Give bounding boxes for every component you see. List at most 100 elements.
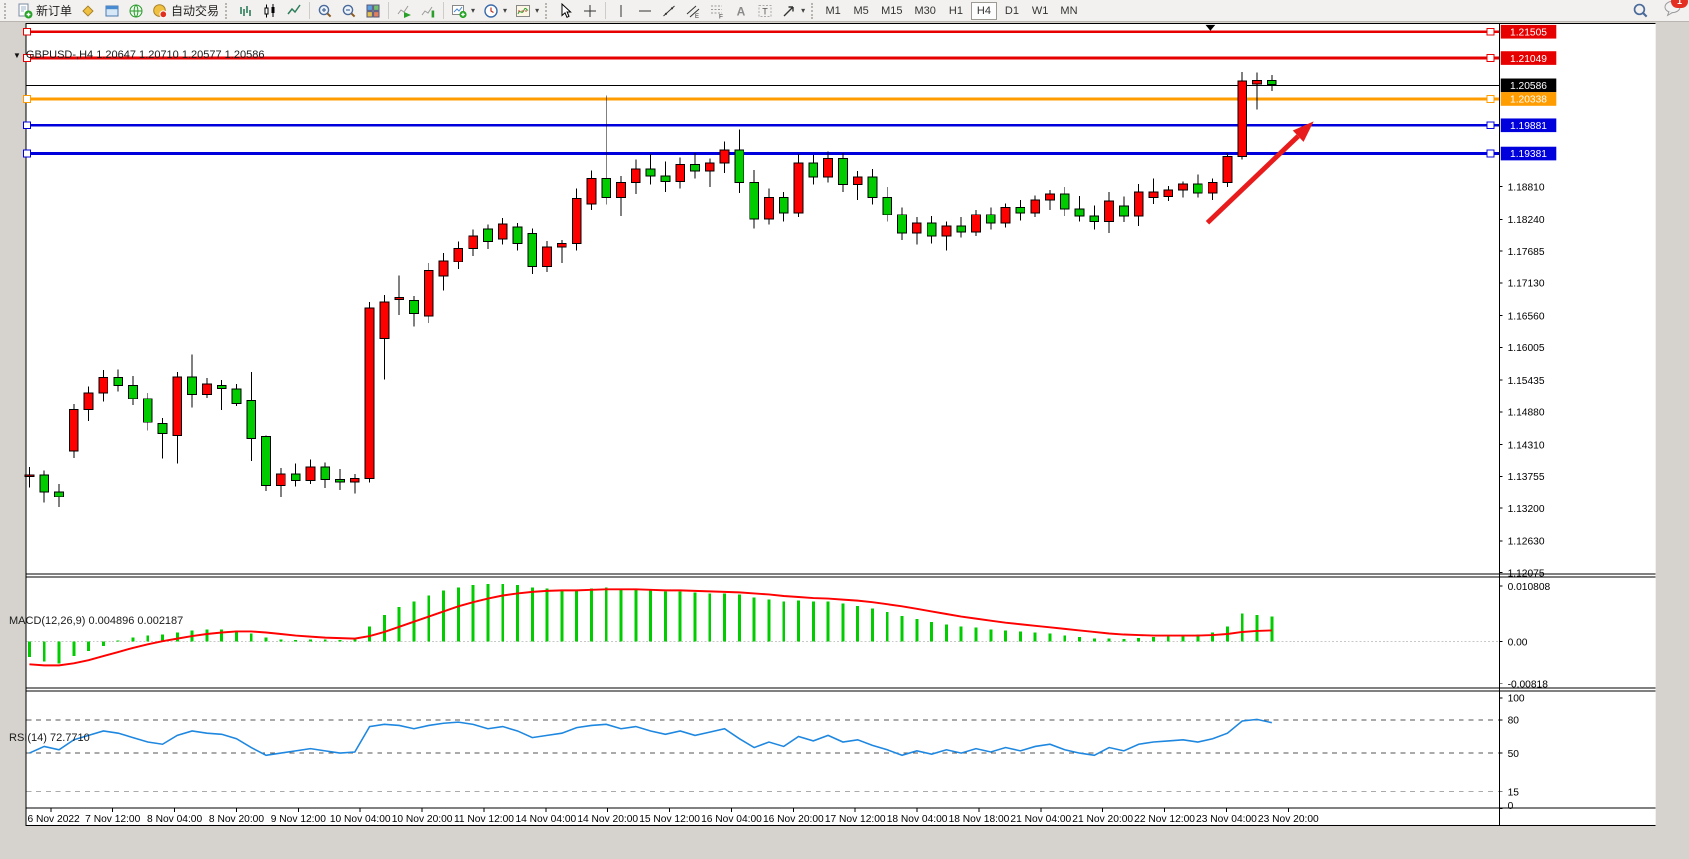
time-tick-label: 16 Nov 20:00 [763, 814, 824, 825]
toolbar-grip[interactable] [811, 2, 816, 19]
navigator-button[interactable] [124, 1, 148, 21]
candle-body [512, 226, 523, 244]
price-tick-label: 1.14310 [1508, 440, 1545, 451]
candle-body [379, 301, 390, 340]
candle-body [719, 149, 730, 164]
price-tag-label: 1.21505 [1510, 27, 1547, 38]
timeframe-mn-button[interactable]: MN [1055, 2, 1082, 20]
macd-tick-label: 0.010808 [1508, 582, 1551, 593]
zoom-in-button[interactable] [313, 1, 337, 21]
time-tick-label: 23 Nov 04:00 [1196, 814, 1257, 825]
candle-body [704, 162, 715, 172]
timeframe-m15-button[interactable]: M15 [876, 2, 907, 20]
timeframe-m1-button[interactable]: M1 [820, 2, 846, 20]
line-handle [23, 95, 31, 103]
bar-chart-icon [238, 3, 254, 19]
toolbar-grip[interactable] [545, 2, 550, 19]
candle-body [68, 409, 79, 452]
horizontal-line-tool-button[interactable] [633, 1, 657, 21]
rsi-panel: 100 80 50 15 0 [26, 694, 1525, 812]
rsi-tick-label: 80 [1508, 716, 1520, 727]
fibonacci-icon: F [709, 3, 725, 19]
price-tick-label: 1.12630 [1508, 537, 1545, 548]
zoom-out-button[interactable] [337, 1, 361, 21]
vertical-line-tool-button[interactable] [609, 1, 633, 21]
chart-shift-button[interactable] [416, 1, 440, 21]
timeframe-m5-button[interactable]: M5 [848, 2, 874, 20]
candle-body [1089, 215, 1100, 223]
search-button[interactable] [1628, 1, 1653, 21]
price-tag-label: 1.19381 [1510, 149, 1547, 160]
timeframe-w1-button[interactable]: W1 [1027, 2, 1054, 20]
timeframe-h1-button[interactable]: H1 [943, 2, 969, 20]
price-tick-label: 1.13200 [1508, 504, 1545, 515]
candle-body [1237, 80, 1248, 157]
timeframe-m30-button[interactable]: M30 [910, 2, 941, 20]
time-tick-label: 23 Nov 20:00 [1258, 814, 1319, 825]
fibonacci-tool-button[interactable]: F [705, 1, 729, 21]
arrows-tool-button[interactable]: ▾ [777, 1, 809, 21]
price-tag-label: 1.21049 [1510, 54, 1547, 65]
tile-windows-button[interactable] [361, 1, 385, 21]
text-label-tool-button[interactable]: T [753, 1, 777, 21]
arrow-head [1292, 121, 1314, 142]
candle-body [542, 246, 552, 267]
line-chart-mode-button[interactable] [282, 1, 306, 21]
svg-text:F: F [719, 13, 723, 19]
chart-canvas[interactable]: 1.18810 1.18240 1.17685 1.17130 1.16560 1.160… [0, 22, 1689, 859]
candle-body [867, 176, 878, 199]
toolbar: 新订单 自动交易 ▾ ▾ ▾ E F A [0, 0, 1689, 22]
auto-scroll-button[interactable] [392, 1, 416, 21]
candle-body [1030, 199, 1041, 214]
toolbar-grip[interactable] [225, 2, 230, 19]
candlestick-mode-button[interactable] [258, 1, 282, 21]
window-icon [104, 3, 120, 19]
time-tick-label: 7 Nov 12:00 [85, 814, 140, 825]
auto-trading-label: 自动交易 [171, 4, 220, 18]
candles-layer [24, 72, 1277, 508]
candle-body [1104, 200, 1114, 223]
time-tick-label: 8 Nov 04:00 [147, 814, 202, 825]
time-tick-label: 14 Nov 20:00 [577, 814, 638, 825]
bar-chart-mode-button[interactable] [234, 1, 258, 21]
line-chart-icon [286, 3, 302, 19]
rsi-tick-label: 15 [1508, 787, 1520, 798]
toolbar-separator [309, 2, 311, 19]
channel-tool-button[interactable]: E [681, 1, 705, 21]
time-tick-label: 15 Nov 12:00 [639, 814, 700, 825]
notifications-button[interactable]: 1 [1663, 0, 1688, 22]
crosshair-tool-button[interactable] [578, 1, 602, 21]
cursor-tool-button[interactable] [554, 1, 578, 21]
candle-body [882, 197, 893, 216]
toolbar-grip[interactable] [4, 2, 9, 19]
toolbar-separator [443, 2, 445, 19]
candle-body [1266, 80, 1277, 86]
new-order-button[interactable]: 新订单 [13, 1, 76, 21]
candle-body [911, 222, 922, 234]
price-tick-label: 1.16005 [1508, 343, 1545, 354]
text-tool-button[interactable]: A [729, 1, 753, 21]
trendline-tool-button[interactable] [657, 1, 681, 21]
time-tick-label: 11 Nov 12:00 [454, 814, 514, 825]
candle-body [764, 197, 774, 220]
candle-body [335, 479, 345, 483]
price-tag: 1.21049 [1500, 51, 1557, 65]
timeframe-d1-button[interactable]: D1 [999, 2, 1025, 20]
new-chart-button[interactable]: ▾ [447, 1, 479, 21]
indicators-button[interactable]: ▾ [511, 1, 543, 21]
candle-body [808, 162, 819, 178]
candle-body [956, 225, 967, 233]
timeframe-h4-button[interactable]: H4 [970, 1, 997, 20]
period-button[interactable]: ▾ [479, 1, 511, 21]
period-separator-marker [1205, 24, 1216, 31]
data-window-button[interactable] [100, 1, 124, 21]
svg-text:A: A [737, 4, 746, 18]
chart-area: 1.18810 1.18240 1.17685 1.17130 1.16560 1.160… [0, 22, 1689, 859]
auto-trading-button[interactable]: 自动交易 [148, 1, 223, 21]
market-watch-button[interactable] [76, 1, 100, 21]
time-tick-label: 6 Nov 2022 [27, 814, 80, 825]
dropdown-caret-icon: ▾ [503, 6, 508, 15]
rsi-tick-label: 0 [1508, 801, 1514, 812]
horizontal-lines-layer [23, 27, 1499, 158]
horizontal-line-icon [637, 3, 653, 19]
